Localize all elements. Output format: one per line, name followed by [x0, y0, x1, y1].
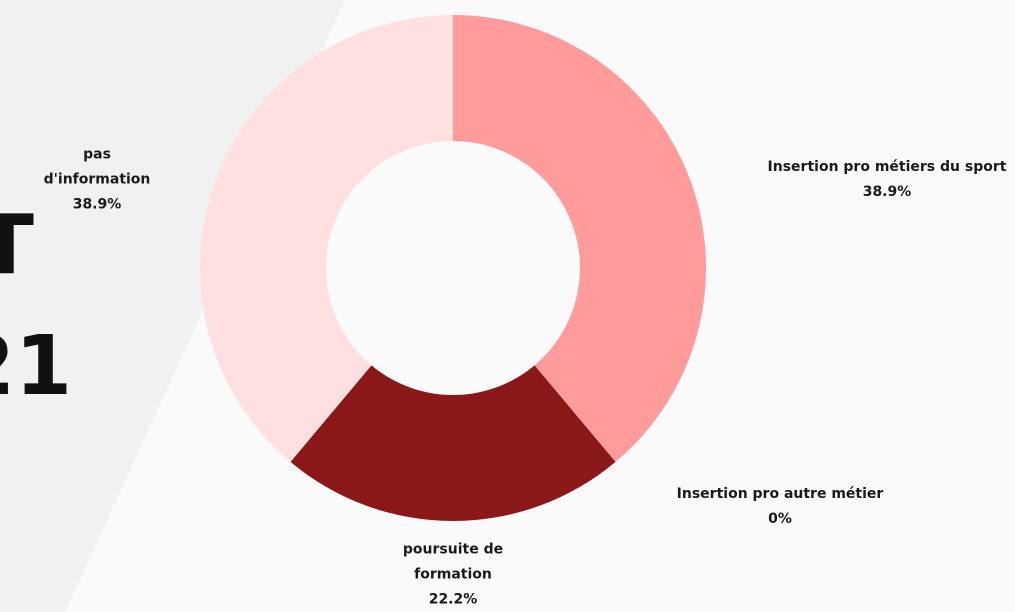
slice-label: Insertion pro métiers du sport 38.9%	[752, 155, 1015, 205]
slice-value: 0%	[768, 511, 792, 527]
slice-label: poursuite de formation 22.2%	[373, 538, 533, 612]
donut-slice	[453, 15, 706, 462]
slice-name: Insertion pro métiers du sport	[767, 159, 1007, 175]
donut-slice	[290, 365, 616, 522]
slice-name: Insertion pro autre métier	[676, 486, 884, 502]
slice-label: pas d'information 38.9%	[37, 143, 157, 218]
slice-name: pas d'information	[43, 146, 151, 188]
donut-slice	[200, 15, 453, 462]
background-text: 21	[0, 319, 73, 414]
slice-value: 38.9%	[72, 196, 122, 213]
background-text: T	[0, 198, 34, 293]
slice-label: Insertion pro autre métier 0%	[670, 482, 890, 532]
slice-value: 38.9%	[862, 184, 912, 200]
slice-name: poursuite de formation	[402, 541, 504, 583]
slice-value: 22.2%	[428, 591, 478, 608]
